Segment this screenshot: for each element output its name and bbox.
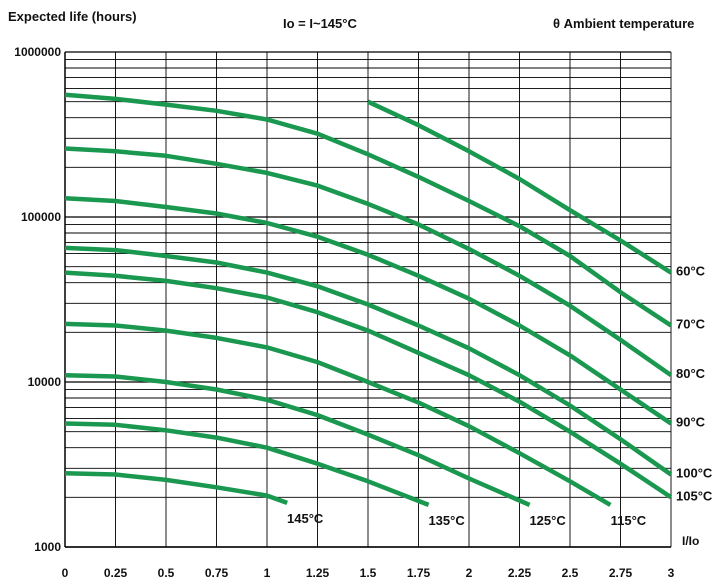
- series-label: 135°C: [428, 513, 465, 528]
- series-line: [64, 146, 673, 378]
- x-axis-label: I/Io: [682, 534, 699, 548]
- y-tick-label: 10000: [28, 375, 62, 389]
- series-lines: [64, 92, 673, 507]
- x-tick-label: 2.75: [609, 566, 633, 580]
- series-label: 105°C: [676, 488, 713, 503]
- series-label: 90°C: [676, 415, 706, 430]
- series-label: 115°C: [611, 513, 647, 528]
- x-tick-label: 2: [466, 566, 473, 580]
- series-line: [64, 270, 673, 500]
- chart-subtitle: Io = I~145°C: [283, 16, 357, 31]
- y-tick-label: 1000: [34, 540, 61, 554]
- x-tick-label: 1.25: [306, 566, 330, 580]
- series-label: 60°C: [676, 264, 706, 279]
- series-line: [64, 372, 531, 507]
- legend-title: θ Ambient temperature: [553, 16, 695, 31]
- x-tick-label: 1: [264, 566, 271, 580]
- tick-labels: 0 0.25 0.5 0.75 1 1.25 1.5 1.75 2 2.25 2.5 2.75 3 100…: [14, 45, 699, 580]
- series-line: [367, 99, 673, 275]
- series-line: [64, 245, 673, 477]
- y-axis-label: Expected life (hours): [8, 9, 137, 24]
- x-tick-label: 0.75: [205, 566, 229, 580]
- series-line: [64, 92, 673, 328]
- y-tick-label: 1000000: [14, 45, 61, 59]
- series-line: [64, 195, 673, 426]
- series-line: [64, 321, 612, 507]
- x-tick-label: 0.25: [104, 566, 128, 580]
- series-line: [64, 470, 288, 506]
- series-label: 80°C: [676, 366, 706, 381]
- series-label: 125°C: [529, 513, 566, 528]
- grid-lines: [64, 51, 672, 548]
- y-tick-label: 100000: [21, 210, 61, 224]
- x-tick-label: 2.5: [562, 566, 579, 580]
- series-line: [64, 421, 430, 507]
- x-tick-label: 3: [668, 566, 675, 580]
- x-tick-label: 1.75: [407, 566, 431, 580]
- axes: [64, 52, 671, 548]
- series-label: 145°C: [287, 511, 324, 526]
- x-tick-label: 2.25: [508, 566, 532, 580]
- series-label: 100°C: [676, 466, 713, 481]
- x-tick-label: 0.5: [158, 566, 175, 580]
- series-label: 70°C: [676, 317, 706, 332]
- x-tick-label: 1.5: [360, 566, 377, 580]
- x-tick-label: 0: [62, 566, 69, 580]
- series-labels: 60°C 70°C 80°C 90°C 100°C 105°C 115°C 125°C 135°…: [287, 264, 713, 528]
